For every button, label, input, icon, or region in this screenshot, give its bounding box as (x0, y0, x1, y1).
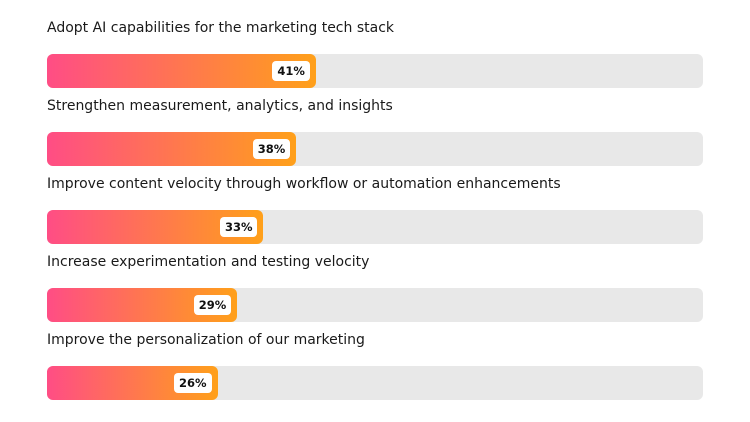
bar-fill: 41% (47, 54, 316, 88)
bar-label: Improve content velocity through workflo… (47, 176, 561, 192)
bar-track: 38% (47, 132, 703, 166)
bar-row: Increase experimentation and testing vel… (47, 254, 703, 332)
bar-label: Increase experimentation and testing vel… (47, 254, 370, 270)
bar-label: Strengthen measurement, analytics, and i… (47, 98, 393, 114)
bar-label: Improve the personalization of our marke… (47, 332, 365, 348)
bar-track: 41% (47, 54, 703, 88)
bar-value-label: 38% (252, 139, 291, 159)
bar-value-label: 33% (219, 217, 258, 237)
bar-track: 26% (47, 366, 703, 400)
bar-value-label: 26% (174, 373, 212, 393)
bar-fill: 26% (47, 366, 218, 400)
bar-fill: 38% (47, 132, 297, 166)
bar-value-label: 41% (272, 61, 310, 81)
bar-row: Improve the personalization of our marke… (47, 332, 703, 410)
bar-row: Adopt AI capabilities for the marketing … (47, 20, 703, 98)
bar-track: 29% (47, 288, 703, 322)
bar-track: 33% (47, 210, 703, 244)
bar-value-label: 29% (193, 295, 232, 315)
bar-row: Improve content velocity through workflo… (47, 176, 703, 254)
bar-fill: 33% (47, 210, 264, 244)
bar-label: Adopt AI capabilities for the marketing … (47, 20, 394, 36)
bar-fill: 29% (47, 288, 238, 322)
bar-row: Strengthen measurement, analytics, and i… (47, 98, 703, 176)
